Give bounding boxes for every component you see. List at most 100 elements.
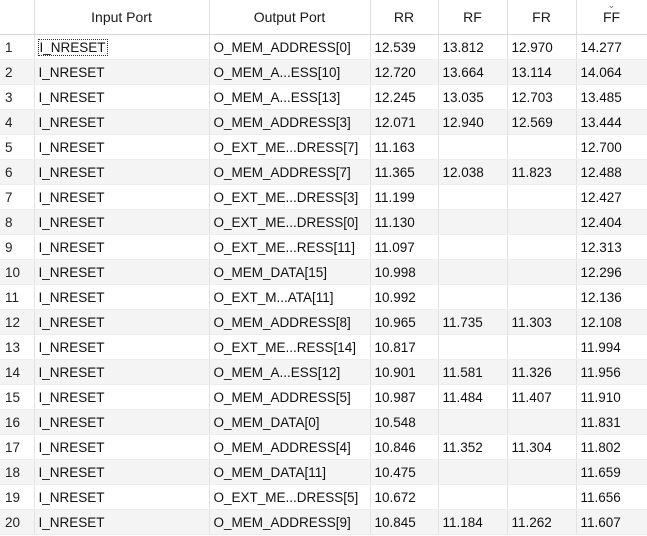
- cell-rf[interactable]: [438, 184, 508, 210]
- cell-input-port[interactable]: I_NRESET: [34, 34, 210, 60]
- row-index[interactable]: 17: [0, 434, 35, 460]
- cell-rr[interactable]: 10.548: [370, 409, 439, 435]
- table-row[interactable]: 1 I_NRESET O_MEM_ADDRESS[0] 12.539 13.812 12.…: [0, 34, 647, 60]
- row-index[interactable]: 4: [0, 109, 35, 135]
- cell-rf[interactable]: [438, 284, 508, 310]
- cell-rf[interactable]: [438, 484, 508, 510]
- cell-ff[interactable]: 11.659: [576, 459, 647, 485]
- table-row[interactable]: 15 I_NRESET O_MEM_ADDRESS[5] 10.987 11.484 11…: [0, 384, 647, 410]
- cell-rr[interactable]: 12.720: [370, 59, 439, 85]
- row-index[interactable]: 2: [0, 59, 35, 85]
- cell-rr[interactable]: 10.992: [370, 284, 439, 310]
- row-index[interactable]: 8: [0, 209, 35, 235]
- cell-output-port[interactable]: O_MEM_ADDRESS[0]: [209, 34, 371, 60]
- cell-rf[interactable]: 13.664: [438, 59, 508, 85]
- cell-rr[interactable]: 10.845: [370, 509, 439, 535]
- cell-input-port[interactable]: I_NRESET: [34, 184, 210, 210]
- row-index[interactable]: 14: [0, 359, 35, 385]
- cell-fr[interactable]: [507, 209, 577, 235]
- cell-ff[interactable]: 12.488: [576, 159, 647, 185]
- cell-rr[interactable]: 12.245: [370, 84, 439, 110]
- cell-ff[interactable]: 11.656: [576, 484, 647, 510]
- row-index[interactable]: 6: [0, 159, 35, 185]
- cell-input-port[interactable]: I_NRESET: [34, 234, 210, 260]
- column-header-output-port[interactable]: Output Port: [209, 0, 371, 35]
- cell-input-port[interactable]: I_NRESET: [34, 59, 210, 85]
- cell-fr[interactable]: [507, 484, 577, 510]
- cell-fr[interactable]: [507, 259, 577, 285]
- cell-output-port[interactable]: O_MEM_ADDRESS[5]: [209, 384, 371, 410]
- table-row[interactable]: 17 I_NRESET O_MEM_ADDRESS[4] 10.846 11.352 11…: [0, 434, 647, 460]
- corner-header[interactable]: [0, 0, 35, 35]
- row-index[interactable]: 11: [0, 284, 35, 310]
- table-row[interactable]: 4 I_NRESET O_MEM_ADDRESS[3] 12.071 12.940 12.…: [0, 109, 647, 135]
- cell-input-port[interactable]: I_NRESET: [34, 84, 210, 110]
- table-row[interactable]: 19 I_NRESET O_EXT_ME...DRESS[5] 10.672 11.65…: [0, 484, 647, 510]
- cell-rf[interactable]: [438, 409, 508, 435]
- cell-output-port[interactable]: O_EXT_ME...DRESS[7]: [209, 134, 371, 160]
- cell-fr[interactable]: 11.326: [507, 359, 577, 385]
- column-header-ff[interactable]: ⌄ FF: [576, 0, 647, 35]
- cell-rr[interactable]: 11.365: [370, 159, 439, 185]
- cell-rr[interactable]: 10.998: [370, 259, 439, 285]
- table-row[interactable]: 13 I_NRESET O_EXT_ME...RESS[14] 10.817 11.99…: [0, 334, 647, 360]
- table-row[interactable]: 20 I_NRESET O_MEM_ADDRESS[9] 10.845 11.184 11…: [0, 509, 647, 535]
- cell-output-port[interactable]: O_EXT_ME...DRESS[0]: [209, 209, 371, 235]
- table-row[interactable]: 16 I_NRESET O_MEM_DATA[0] 10.548 11.831: [0, 409, 647, 435]
- row-index[interactable]: 19: [0, 484, 35, 510]
- cell-fr[interactable]: [507, 234, 577, 260]
- cell-output-port[interactable]: O_MEM_ADDRESS[4]: [209, 434, 371, 460]
- cell-rf[interactable]: [438, 334, 508, 360]
- cell-ff[interactable]: 12.108: [576, 309, 647, 335]
- cell-ff[interactable]: 11.994: [576, 334, 647, 360]
- cell-rf[interactable]: 11.352: [438, 434, 508, 460]
- cell-rr[interactable]: 11.130: [370, 209, 439, 235]
- table-row[interactable]: 3 I_NRESET O_MEM_A...ESS[13] 12.245 13.035 12…: [0, 84, 647, 110]
- cell-output-port[interactable]: O_MEM_DATA[11]: [209, 459, 371, 485]
- cell-ff[interactable]: 11.802: [576, 434, 647, 460]
- row-index[interactable]: 13: [0, 334, 35, 360]
- cell-input-port[interactable]: I_NRESET: [34, 409, 210, 435]
- cell-fr[interactable]: 11.303: [507, 309, 577, 335]
- cell-fr[interactable]: 11.823: [507, 159, 577, 185]
- cell-rf[interactable]: 13.812: [438, 34, 508, 60]
- cell-ff[interactable]: 11.910: [576, 384, 647, 410]
- cell-output-port[interactable]: O_MEM_ADDRESS[8]: [209, 309, 371, 335]
- cell-fr[interactable]: 11.304: [507, 434, 577, 460]
- cell-rr[interactable]: 10.965: [370, 309, 439, 335]
- cell-fr[interactable]: 13.114: [507, 59, 577, 85]
- cell-ff[interactable]: 12.700: [576, 134, 647, 160]
- cell-fr[interactable]: [507, 134, 577, 160]
- cell-ff[interactable]: 12.427: [576, 184, 647, 210]
- row-index[interactable]: 15: [0, 384, 35, 410]
- cell-rf[interactable]: 12.038: [438, 159, 508, 185]
- cell-rr[interactable]: 10.901: [370, 359, 439, 385]
- cell-input-port[interactable]: I_NRESET: [34, 284, 210, 310]
- cell-rf[interactable]: [438, 134, 508, 160]
- cell-output-port[interactable]: O_MEM_ADDRESS[9]: [209, 509, 371, 535]
- cell-fr[interactable]: 12.569: [507, 109, 577, 135]
- cell-rf[interactable]: 13.035: [438, 84, 508, 110]
- cell-rr[interactable]: 11.097: [370, 234, 439, 260]
- cell-input-port[interactable]: I_NRESET: [34, 109, 210, 135]
- table-row[interactable]: 12 I_NRESET O_MEM_ADDRESS[8] 10.965 11.735 11…: [0, 309, 647, 335]
- cell-rr[interactable]: 12.539: [370, 34, 439, 60]
- cell-fr[interactable]: [507, 184, 577, 210]
- cell-rr[interactable]: 10.846: [370, 434, 439, 460]
- column-header-input-port[interactable]: Input Port: [34, 0, 210, 35]
- cell-input-port[interactable]: I_NRESET: [34, 484, 210, 510]
- cell-rr[interactable]: 10.987: [370, 384, 439, 410]
- cell-output-port[interactable]: O_MEM_A...ESS[13]: [209, 84, 371, 110]
- cell-ff[interactable]: 12.136: [576, 284, 647, 310]
- cell-rr[interactable]: 10.817: [370, 334, 439, 360]
- cell-output-port[interactable]: O_MEM_ADDRESS[3]: [209, 109, 371, 135]
- cell-rf[interactable]: [438, 234, 508, 260]
- row-index[interactable]: 12: [0, 309, 35, 335]
- cell-ff[interactable]: 12.404: [576, 209, 647, 235]
- cell-ff[interactable]: 11.831: [576, 409, 647, 435]
- cell-ff[interactable]: 14.277: [576, 34, 647, 60]
- cell-output-port[interactable]: O_EXT_ME...DRESS[3]: [209, 184, 371, 210]
- cell-fr[interactable]: [507, 409, 577, 435]
- row-index[interactable]: 3: [0, 84, 35, 110]
- table-row[interactable]: 11 I_NRESET O_EXT_M...ATA[11] 10.992 12.136: [0, 284, 647, 310]
